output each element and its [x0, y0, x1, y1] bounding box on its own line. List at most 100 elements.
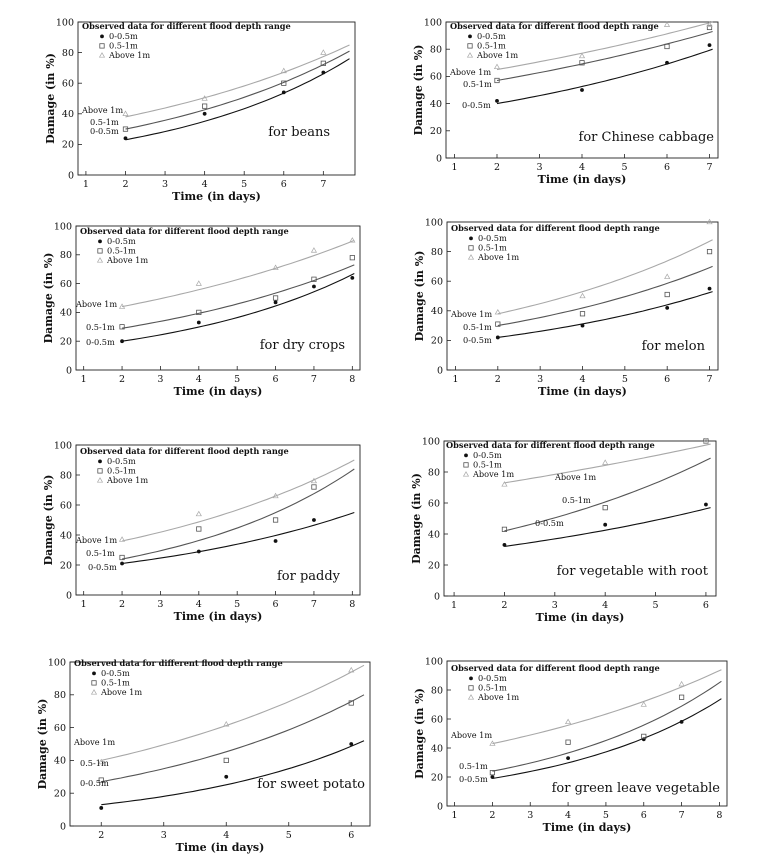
y-tick-label: 60: [430, 72, 442, 83]
curve-label: Above 1m: [450, 309, 492, 319]
x-tick-label: 5: [241, 179, 247, 190]
y-tick-label: 100: [425, 217, 443, 228]
legend-marker: [99, 43, 105, 49]
y-axis-label: Damage (in %): [413, 251, 426, 342]
data-point: [489, 770, 496, 776]
x-tick-label: 2: [119, 599, 125, 610]
y-tick-label: 100: [422, 436, 440, 447]
y-tick-label: 20: [60, 337, 72, 348]
legend-entry: Above 1m: [108, 50, 150, 60]
data-point: [120, 561, 124, 566]
x-tick-label: 1: [451, 162, 457, 173]
y-tick-label: 100: [56, 17, 74, 28]
data-point: [602, 505, 608, 511]
legend-title: Observed data for different flood depth …: [82, 21, 291, 31]
data-point: [495, 321, 501, 327]
legend-marker: [96, 477, 104, 483]
y-tick-label: 40: [54, 756, 66, 767]
data-point: [494, 308, 501, 315]
x-tick-label: 2: [489, 810, 495, 821]
data-point: [280, 67, 287, 74]
data-point: [272, 492, 279, 499]
y-tick-label: 40: [431, 306, 443, 317]
x-tick-label: 5: [621, 162, 627, 173]
data-point: [311, 484, 317, 490]
legend-entry: 0-0.5m: [107, 456, 136, 466]
data-point: [195, 280, 202, 286]
x-tick-label: 6: [703, 600, 709, 611]
y-tick-label: 40: [60, 308, 72, 319]
legend-entry: 0.5-1m: [101, 678, 130, 688]
legend-entry: Above 1m: [106, 475, 148, 485]
x-tick-label: 5: [653, 600, 659, 611]
legend-title: Observed data for different flood depth …: [80, 446, 289, 456]
fit-curve-0.5-1m: [121, 468, 355, 560]
fit-curve-Above 1m: [101, 664, 365, 761]
data-point: [664, 43, 670, 50]
y-axis-label: Damage (in %): [410, 473, 423, 564]
legend-marker: [96, 257, 104, 263]
data-point: [707, 286, 712, 291]
data-point: [579, 311, 586, 317]
legend-title: Observed data for different flood depth …: [74, 658, 283, 668]
x-axis-label: Time (in days): [538, 173, 627, 186]
x-tick-label: 6: [664, 162, 670, 173]
data-point: [196, 526, 202, 532]
legend-marker: [91, 680, 97, 686]
legend-entry: Above 1m: [477, 252, 519, 262]
data-point: [321, 70, 326, 75]
crop-label: for beans: [268, 125, 330, 140]
data-point: [495, 98, 499, 103]
legend-entry: 0-0.5m: [473, 450, 502, 460]
data-point: [320, 60, 326, 66]
y-tick-label: 80: [60, 250, 72, 261]
plot-frame: [443, 440, 717, 597]
y-tick-label: 40: [428, 529, 440, 540]
y-tick-label: 100: [424, 17, 442, 28]
data-point: [679, 720, 684, 724]
data-point: [223, 721, 230, 727]
y-tick-label: 80: [431, 685, 443, 696]
data-point: [118, 303, 126, 309]
fit-curve-0-0.5m: [122, 511, 355, 565]
data-point: [678, 694, 685, 700]
y-tick-label: 20: [54, 789, 66, 800]
data-point: [580, 323, 585, 328]
legend-marker: [468, 34, 472, 39]
legend-marker: [92, 671, 96, 676]
curve-label: Above 1m: [81, 105, 123, 115]
fit-curve-0-0.5m: [497, 291, 713, 338]
data-point: [202, 103, 208, 109]
data-point: [118, 536, 126, 542]
data-point: [348, 666, 355, 673]
legend-entry: 0-0.5m: [478, 673, 507, 683]
data-point: [665, 305, 670, 310]
legend-marker: [462, 471, 470, 477]
x-tick-label: 8: [716, 810, 722, 821]
legend-title: Observed data for different flood depth …: [80, 226, 289, 236]
x-tick-label: 5: [234, 374, 240, 385]
data-point: [706, 21, 713, 27]
x-tick-label: 8: [349, 374, 355, 385]
x-tick-label: 6: [641, 810, 647, 821]
data-point: [704, 502, 708, 507]
curve-label: Above 1m: [450, 730, 492, 740]
fit-curve-0.5-1m: [492, 680, 722, 772]
data-point: [348, 700, 354, 706]
data-point: [224, 774, 229, 779]
legend-marker: [468, 685, 474, 691]
legend-entry: 0.5-1m: [478, 683, 507, 693]
data-point: [281, 80, 287, 86]
data-point: [565, 739, 571, 745]
curve-label: 0.5-1m: [459, 761, 488, 771]
fit-curve-0.5-1m: [101, 694, 365, 783]
fit-curve-Above 1m: [497, 239, 713, 315]
data-point: [196, 309, 202, 316]
x-tick-label: 3: [157, 374, 163, 385]
y-tick-label: 40: [431, 743, 443, 754]
data-point: [310, 247, 318, 253]
chart-panel-8: 0 20 40 60 80 100 1 2 3 4 5 6 7 8 Time (in days) Damage…: [413, 656, 728, 834]
data-point: [707, 43, 712, 48]
fit-curve-Above 1m: [496, 21, 713, 71]
y-tick-label: 100: [425, 656, 443, 667]
